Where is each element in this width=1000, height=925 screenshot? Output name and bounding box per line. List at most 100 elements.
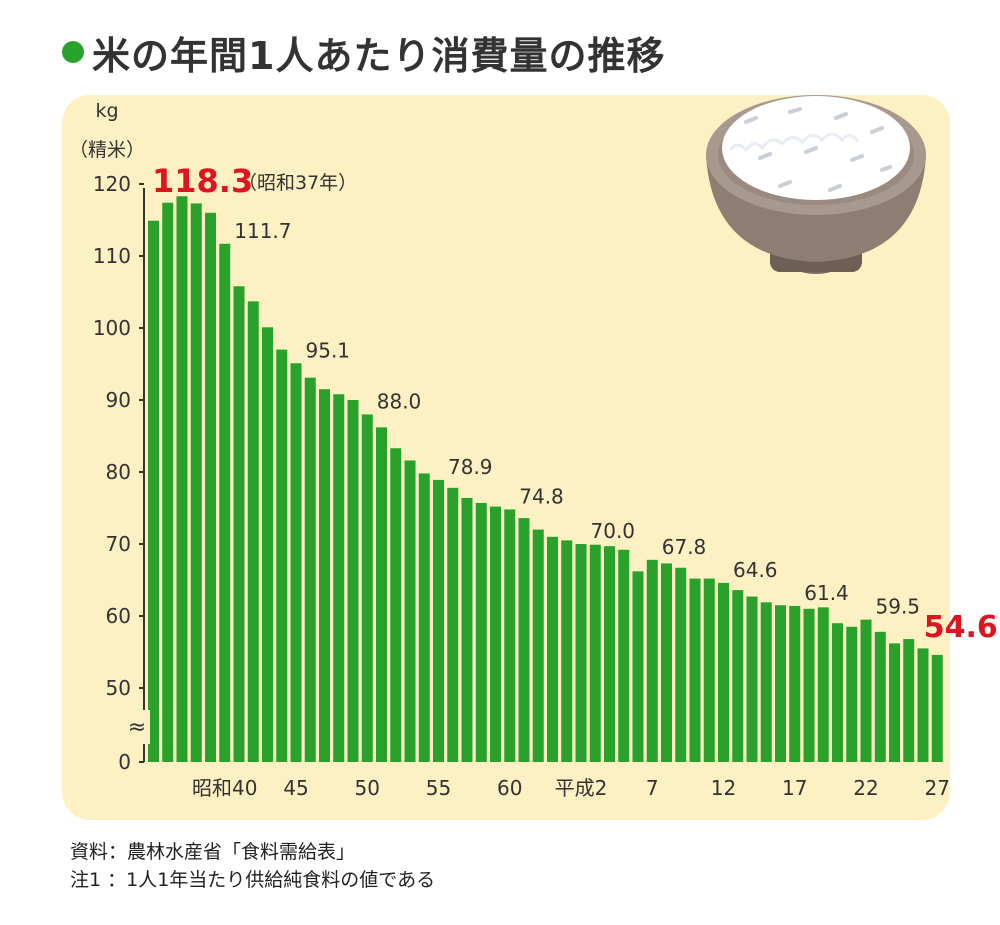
- data-label: 64.6: [733, 558, 778, 582]
- bar-series: [148, 196, 943, 763]
- data-label: 111.7: [234, 219, 291, 243]
- bar: [718, 582, 729, 762]
- x-axis: 昭和40 45 50 55 60 平成2 7 12 17 22 27: [192, 776, 950, 800]
- x-tick-label: 27: [925, 776, 950, 800]
- bar: [504, 509, 516, 762]
- axis-break-icon: ≈: [128, 715, 146, 740]
- x-tick-label: 50: [355, 776, 380, 800]
- y-tick-label: 0: [118, 750, 131, 774]
- data-label: 61.4: [804, 581, 849, 605]
- y-tick-label: 60: [106, 604, 131, 628]
- bar: [176, 196, 188, 763]
- bar: [732, 590, 744, 762]
- bar: [803, 608, 815, 762]
- bar: [518, 518, 530, 762]
- bar: [276, 349, 288, 762]
- x-tick-label: 12: [711, 776, 736, 800]
- bar: [162, 202, 174, 763]
- bar: [490, 506, 501, 762]
- bar: [931, 654, 943, 762]
- bar: [290, 363, 302, 762]
- bar: [817, 607, 829, 762]
- bar: [760, 602, 772, 762]
- bar: [746, 596, 758, 762]
- rice-bowl-icon: [706, 95, 926, 274]
- bar: [632, 571, 644, 762]
- bar: [390, 448, 402, 762]
- footnote-1: 注1 ：1人1年当たり供給純食料の値である: [70, 869, 436, 891]
- bar: [903, 639, 915, 762]
- data-label: 78.9: [448, 455, 493, 479]
- bar: [433, 479, 444, 762]
- data-label: 70.0: [591, 519, 636, 543]
- x-tick-label: 17: [782, 776, 807, 800]
- x-tick-label: 60: [497, 776, 522, 800]
- bar: [447, 487, 459, 762]
- x-tick-label: 7: [646, 776, 659, 800]
- bar: [205, 212, 216, 763]
- bar: [675, 567, 687, 762]
- y-axis-unit-note: （精米）: [69, 139, 145, 161]
- bar: [418, 473, 430, 762]
- title-row: 米の年間1人あたり消費量の推移: [62, 22, 665, 82]
- y-tick-label: 110: [93, 244, 131, 268]
- bar: [333, 394, 345, 762]
- y-tick-label: 100: [93, 316, 131, 340]
- y-tick-label: 70: [106, 532, 131, 556]
- data-label: 118.3: [152, 162, 253, 200]
- bar: [589, 544, 601, 762]
- bar: [190, 203, 202, 762]
- bar: [461, 497, 473, 762]
- bar: [262, 327, 273, 762]
- notes: 資料：農林水産省「食料需給表」 注1 ：1人1年当たり供給純食料の値である: [70, 838, 435, 894]
- x-tick-label: 昭和40: [192, 776, 257, 800]
- bar: [874, 631, 886, 762]
- bar: [889, 643, 900, 762]
- x-tick-label: 22: [853, 776, 878, 800]
- data-label: 59.5: [876, 595, 921, 619]
- bar: [319, 389, 330, 762]
- bar: [233, 286, 245, 762]
- data-label: 67.8: [662, 535, 707, 559]
- y-tick-label: 90: [106, 388, 131, 412]
- bar: [703, 578, 715, 762]
- bar: [846, 626, 858, 762]
- bar: [475, 502, 487, 762]
- axis-break-mask: [122, 710, 150, 744]
- bar: [775, 605, 786, 762]
- x-tick-label: 45: [283, 776, 308, 800]
- data-label: 95.1: [306, 338, 351, 362]
- bar: [347, 400, 359, 762]
- y-tick-label: 50: [106, 676, 131, 700]
- bar: [646, 559, 658, 762]
- bar: [532, 529, 544, 762]
- bar: [832, 623, 843, 762]
- data-label-note: （昭和37年）: [238, 172, 357, 194]
- bar: [561, 540, 573, 762]
- data-label: 74.8: [519, 484, 564, 508]
- bar: [917, 648, 929, 762]
- source-note: 資料：農林水産省「食料需給表」: [70, 841, 356, 863]
- bar: [604, 546, 615, 762]
- y-tick-label: 80: [106, 460, 131, 484]
- bar: [404, 460, 416, 762]
- bar: [219, 243, 231, 762]
- y-tick-label: 120: [93, 172, 131, 196]
- y-axis: 0 50 60 70 80 90 100 110 120: [93, 172, 144, 774]
- data-label: 88.0: [377, 389, 422, 413]
- bullet-dot-icon: [62, 41, 84, 63]
- bar: [361, 414, 373, 762]
- data-label: 54.6: [924, 610, 998, 645]
- bar: [661, 563, 672, 762]
- x-tick-label: 平成2: [555, 776, 608, 800]
- bar: [789, 605, 801, 762]
- bar: [148, 220, 159, 763]
- bar: [247, 301, 259, 762]
- page-title: 米の年間1人あたり消費量の推移: [92, 33, 666, 78]
- bar: [376, 427, 387, 762]
- bar: [575, 544, 587, 762]
- bar: [860, 619, 872, 762]
- x-tick-label: 55: [426, 776, 451, 800]
- bar: [689, 578, 701, 762]
